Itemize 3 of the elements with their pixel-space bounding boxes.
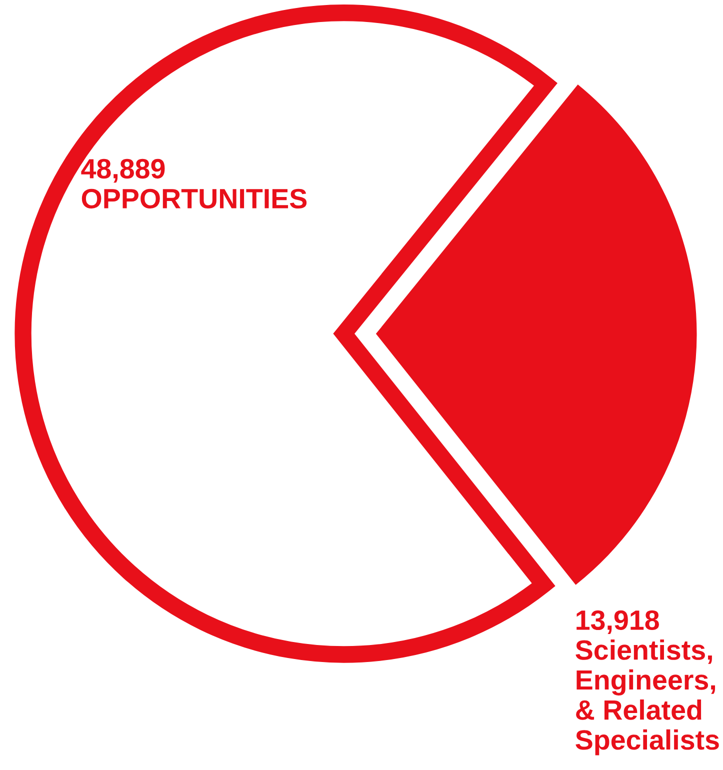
data-label: 13,918 <box>576 610 659 634</box>
slice-label: Scientists, Engineers, & Related Specialists <box>576 640 719 756</box>
text: 48,889 OPPORTUNITIES <box>81 158 307 208</box>
